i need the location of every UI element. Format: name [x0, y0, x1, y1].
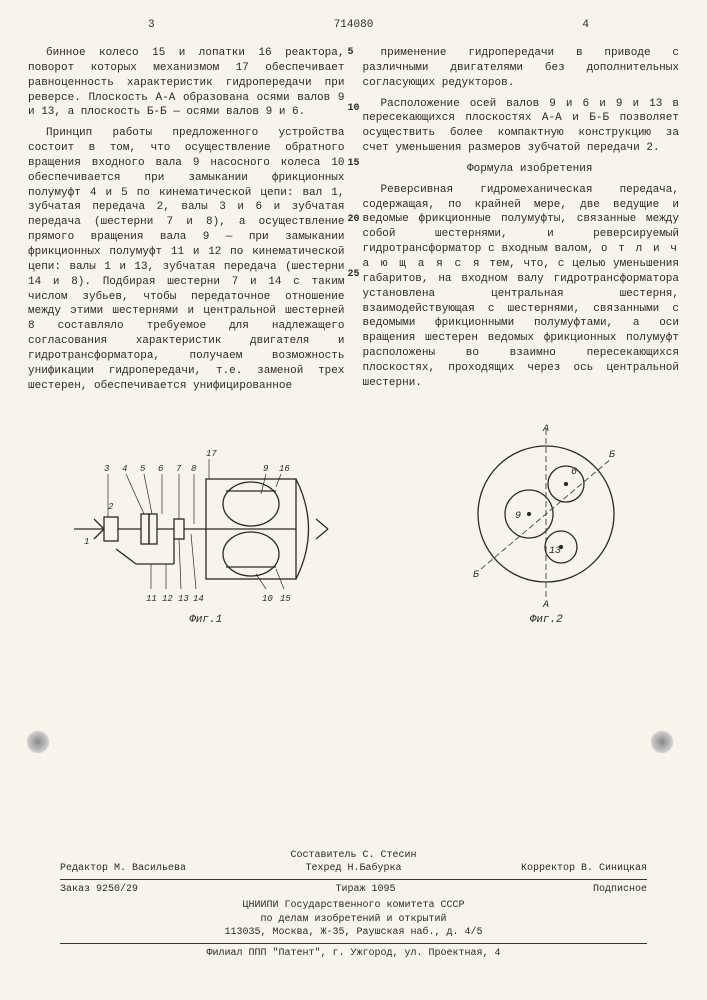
text-run: тем, что, с целью уменьшения габаритов, … [363, 258, 680, 389]
fig-label: 13 [549, 546, 561, 557]
line-marker: 15 [347, 157, 359, 171]
footer-order: Заказ 9250/29 Тираж 1095 Подписное [60, 883, 647, 897]
fig-label: 6 [158, 464, 164, 474]
fig-label: 11 [146, 594, 157, 604]
fig-label: 7 [176, 464, 182, 474]
figure-2-caption: Фиг.2 [451, 613, 641, 628]
fig-label: 9 [515, 511, 521, 522]
paragraph: Реверсивная гидромеханическая передача, … [363, 183, 680, 391]
line-marker: 25 [347, 268, 359, 282]
compiler-line: Составитель С. Стесин [60, 849, 647, 863]
fig-label: 3 [104, 464, 110, 474]
right-column: применение гидропередачи в приводе с раз… [363, 46, 680, 399]
corrector-label: Корректор В. Синицкая [521, 862, 647, 876]
fig-label: 15 [280, 594, 291, 604]
page-number-left: 3 [148, 18, 155, 33]
fig-label: 13 [178, 594, 189, 604]
figure-1: 1 3 4 5 6 7 8 17 9 16 2 11 12 13 14 10 1 [66, 419, 346, 628]
line-marker: 5 [347, 46, 359, 60]
text-columns: 5 10 15 20 25 бинное колесо 15 и лопатки… [28, 46, 679, 399]
left-column: бинное колесо 15 и лопатки 16 реактора, … [28, 46, 345, 399]
page-number-right: 4 [582, 18, 589, 33]
fig-label: 6 [571, 467, 577, 478]
line-marker: 20 [347, 213, 359, 227]
fig-label: 17 [206, 449, 217, 459]
address-line: 113035, Москва, Ж-35, Раушская наб., д. … [60, 926, 647, 940]
fig-label: 12 [162, 594, 173, 604]
tirazh-label: Тираж 1095 [335, 883, 395, 897]
branch-line: Филиал ППП "Патент", г. Ужгород, ул. Про… [60, 947, 647, 961]
fig-label: А [542, 600, 549, 609]
paragraph: применение гидропередачи в приводе с раз… [363, 46, 680, 91]
org-line-1: ЦНИИПИ Государственного комитета СССР [60, 899, 647, 913]
footer-credits: Редактор М. Васильева Техред Н.Бабурка К… [60, 862, 647, 876]
formula-title: Формула изобретения [363, 162, 680, 177]
punch-hole-icon [26, 730, 50, 754]
paragraph: Принцип работы предложенного устройства … [28, 126, 345, 393]
paragraph: бинное колесо 15 и лопатки 16 реактора, … [28, 46, 345, 120]
fig-label: 8 [191, 464, 197, 474]
fig-label: Б [609, 450, 616, 461]
line-marker: 10 [347, 102, 359, 116]
fig-label: А [542, 424, 549, 435]
fig-label: 16 [279, 464, 290, 474]
figures-row: 1 3 4 5 6 7 8 17 9 16 2 11 12 13 14 10 1 [28, 419, 679, 628]
document-number: 714080 [334, 18, 374, 33]
tech-editor-label: Техред Н.Бабурка [305, 862, 401, 876]
punch-hole-icon [650, 730, 674, 754]
fig-label: 14 [193, 594, 204, 604]
fig-label: 10 [262, 594, 273, 604]
footer: Составитель С. Стесин Редактор М. Василь… [60, 849, 647, 961]
fig-label: 5 [140, 464, 146, 474]
figure-1-caption: Фиг.1 [66, 613, 346, 628]
figure-1-svg: 1 3 4 5 6 7 8 17 9 16 2 11 12 13 14 10 1 [66, 419, 346, 609]
divider [60, 943, 647, 944]
page: 3 714080 4 5 10 15 20 25 бинное колесо 1… [0, 0, 707, 1000]
figure-2: А А Б Б 6 9 13 Фиг.2 [451, 419, 641, 628]
header: 3 714080 4 [28, 18, 679, 38]
fig-label: 9 [263, 464, 269, 474]
fig-label: 4 [122, 464, 127, 474]
figure-2-svg: А А Б Б 6 9 13 [451, 419, 641, 609]
fig-label: 2 [108, 502, 114, 512]
paragraph: Расположение осей валов 9 и 6 и 9 и 13 в… [363, 97, 680, 156]
divider [60, 879, 647, 880]
line-number-gutter: 5 10 15 20 25 [347, 46, 359, 324]
editor-label: Редактор М. Васильева [60, 862, 186, 876]
fig-label: 1 [84, 537, 89, 547]
org-line-2: по делам изобретений и открытий [60, 913, 647, 927]
order-number: Заказ 9250/29 [60, 883, 138, 897]
fig-label: Б [473, 570, 480, 581]
subscribe-label: Подписное [593, 883, 647, 897]
